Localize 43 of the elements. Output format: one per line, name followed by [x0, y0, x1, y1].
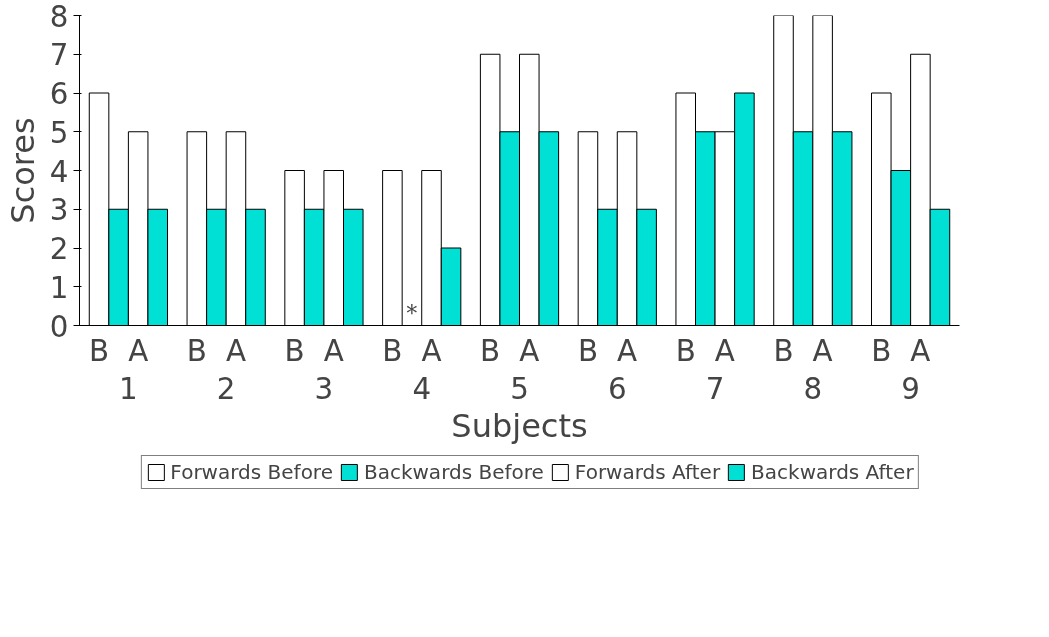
text: A	[812, 333, 833, 368]
text: B	[480, 333, 501, 368]
text: A	[617, 333, 638, 368]
text: B	[89, 333, 110, 368]
x-tick-label: 2	[216, 371, 236, 406]
y-tick-label: 8	[49, 0, 69, 34]
text: B	[773, 333, 794, 368]
y-axis-title: Scores	[3, 117, 42, 224]
annotation: *	[406, 300, 418, 326]
x-axis-title: Subjects	[451, 406, 588, 445]
x-tick-label: 9	[901, 371, 920, 406]
y-tick-label: 1	[49, 270, 69, 305]
text: B	[577, 333, 599, 368]
legend-label: Forwards After	[574, 460, 721, 484]
legend-label: Forwards Before	[170, 460, 333, 484]
text: B	[871, 333, 892, 368]
text: A	[519, 333, 540, 368]
x-tick-label: 3	[314, 371, 334, 406]
x-tick-label: 5	[510, 371, 529, 406]
y-tick-label: 4	[49, 154, 69, 189]
text: A	[128, 333, 149, 368]
x-tick-label: 1	[119, 371, 138, 406]
text: A	[714, 333, 735, 368]
x-tick-label: 7	[705, 371, 725, 406]
text: B	[186, 333, 207, 368]
y-tick-label: 3	[49, 193, 69, 228]
x-tick-label: 8	[803, 371, 823, 406]
text: A	[421, 333, 442, 368]
legend-label: Backwards Before	[363, 460, 544, 484]
text: A	[910, 333, 931, 368]
y-tick-label: 5	[49, 115, 69, 150]
text: A	[225, 333, 246, 368]
y-tick-label: 7	[49, 38, 69, 73]
y-tick-label: 0	[49, 309, 69, 344]
x-tick-label: 6	[607, 371, 627, 406]
y-tick-label: 2	[49, 232, 69, 266]
text: B	[382, 333, 403, 368]
text: B	[284, 333, 305, 368]
legend-label: Backwards After	[751, 460, 914, 484]
text: B	[675, 333, 696, 368]
text: A	[323, 333, 344, 368]
x-tick-label: 4	[412, 371, 432, 406]
y-tick-label: 6	[49, 77, 69, 111]
